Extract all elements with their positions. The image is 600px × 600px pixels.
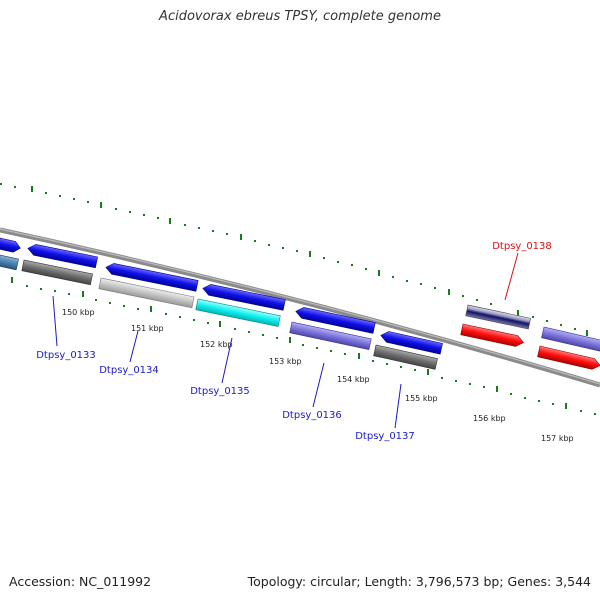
kbp-tick-labels: 150 kbp 151 kbp 152 kbp 153 kbp 154 kbp … [62,308,574,443]
gene-arrow[interactable] [195,298,281,327]
forward-strand-genes [0,237,600,355]
map-title: Acidovorax ebreus TPSY, complete genome [159,9,441,24]
tick-label: 157 kbp [541,434,574,443]
gene-arrow[interactable] [537,345,600,371]
gene-arrow[interactable] [465,304,531,330]
tick-label: 153 kbp [269,357,302,366]
tick-label: 150 kbp [62,308,95,317]
accession-text: Accession: NC_011992 [9,574,152,589]
tick-label: 151 kbp [131,324,164,333]
inner-tick-ruler [11,277,596,415]
gene-arrow[interactable] [380,330,443,355]
gene-arrow[interactable] [460,323,525,348]
tick-label: 152 kbp [200,340,233,349]
gene-label-dtpsy-0137[interactable]: Dtpsy_0137 [355,431,415,442]
reverse-strand-genes [0,254,600,371]
genome-backbone [0,227,600,388]
gene-arrow[interactable] [105,262,199,292]
gene-arrow[interactable] [27,243,98,269]
gene-label-dtpsy-0136[interactable]: Dtpsy_0136 [282,410,342,421]
gene-arrow[interactable] [541,326,600,352]
gene-arrow[interactable] [0,237,21,254]
gene-arrow[interactable] [289,321,372,350]
tick-label: 154 kbp [337,375,370,384]
gene-arrow[interactable] [0,254,19,271]
gene-label-dtpsy-0134[interactable]: Dtpsy_0134 [99,365,159,376]
gene-label-leaders [52,252,519,429]
outer-tick-ruler [0,183,588,336]
gene-arrow[interactable] [21,259,93,286]
gene-labels: Dtpsy_0133 Dtpsy_0134 Dtpsy_0135 Dtpsy_0… [36,241,552,442]
gene-label-dtpsy-0135[interactable]: Dtpsy_0135 [190,386,250,397]
tick-label: 155 kbp [405,394,438,403]
gene-arrow[interactable] [295,306,376,334]
gene-label-dtpsy-0138[interactable]: Dtpsy_0138 [492,241,552,252]
gene-arrow[interactable] [373,344,438,370]
gene-arrow[interactable] [202,283,286,311]
tick-label: 156 kbp [473,414,506,423]
gene-label-dtpsy-0133[interactable]: Dtpsy_0133 [36,350,96,361]
gene-arrow[interactable] [98,277,195,309]
genome-summary-text: Topology: circular; Length: 3,796,573 bp… [247,574,591,589]
